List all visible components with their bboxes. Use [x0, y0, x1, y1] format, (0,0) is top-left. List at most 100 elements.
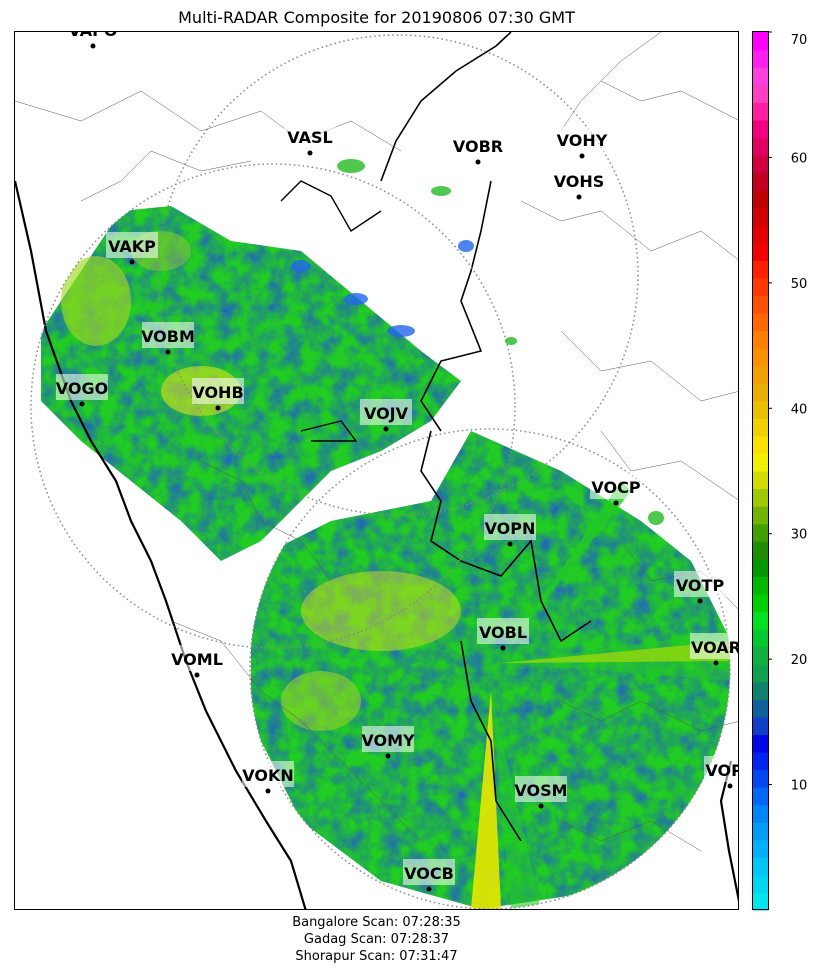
colorbar-band	[753, 190, 768, 209]
scan-info: Bangalore Scan: 07:28:35 Gadag Scan: 07:…	[14, 914, 739, 965]
colorbar-band	[753, 67, 768, 86]
station-label: VAKP	[108, 237, 156, 256]
station-label-halo	[142, 322, 194, 348]
station-marker	[90, 43, 96, 49]
station-label: VOTP	[676, 576, 725, 595]
colorbar-band	[753, 664, 768, 683]
colorbar-band	[753, 295, 768, 314]
station-label-halo	[362, 726, 414, 752]
station-label-halo	[56, 374, 108, 400]
station-marker	[383, 426, 389, 432]
colorbar-band	[753, 453, 768, 472]
colorbar-band	[753, 418, 768, 437]
station-label: VOHY	[557, 131, 608, 150]
colorbar-band	[753, 312, 768, 332]
colorbar-band	[753, 734, 768, 753]
station-marker	[215, 405, 221, 411]
station-vobr: VOBR	[452, 132, 504, 165]
colorbar-band	[753, 523, 768, 542]
station-voar: VOAR	[690, 633, 739, 666]
colorbar-band	[753, 558, 768, 577]
colorbar-band	[753, 699, 768, 718]
station-marker	[426, 886, 432, 892]
colorbar-band	[753, 611, 768, 630]
station-label: VOCP	[591, 478, 640, 497]
station-label-halo	[360, 399, 412, 425]
station-marker	[713, 660, 719, 666]
station-label: VOBM	[141, 327, 195, 346]
station-marker	[538, 803, 544, 809]
station-marker	[576, 194, 582, 200]
colorbar-band	[753, 119, 768, 138]
station-label: VOJV	[364, 404, 409, 423]
colorbar-band	[753, 629, 768, 648]
station-label: VOCB	[404, 864, 454, 883]
colorbar-band	[753, 769, 768, 788]
station-label: VAPO	[68, 32, 117, 40]
range-rings	[30, 34, 731, 909]
station-label: VOPC	[705, 761, 739, 780]
station-marker	[265, 788, 271, 794]
colorbar-band	[753, 751, 768, 771]
colorbar-band	[753, 49, 768, 68]
station-label-halo	[674, 571, 726, 597]
station-marker	[307, 150, 313, 156]
station-vohb: VOHB	[192, 378, 244, 411]
station-marker	[129, 259, 135, 265]
colorbar-band	[753, 102, 768, 121]
station-label: VOKN	[242, 766, 294, 785]
station-vakp: VAKP	[106, 232, 158, 265]
colorbar-band	[753, 488, 768, 507]
colorbar-band	[753, 716, 768, 735]
station-vopn: VOPN	[484, 514, 536, 547]
colorbar-band	[753, 32, 768, 51]
stations-layer: VAPO VASL VOBR VOHY VOHS VAKP VOBM VOGO VOHB VOJV…	[56, 32, 739, 892]
colorbar-canvas: 10 20 30 40 50 60 70	[752, 31, 808, 911]
station-vogo: VOGO	[56, 374, 108, 407]
colorbar-band	[753, 277, 768, 296]
station-vomy: VOMY	[361, 726, 415, 759]
station-label-halo	[553, 167, 605, 193]
station-label-halo	[556, 126, 608, 152]
station-label-halo	[106, 232, 158, 258]
colorbar-band	[753, 172, 768, 191]
station-label: VOPN	[485, 519, 536, 538]
station-label-halo	[284, 123, 336, 149]
reflectivity-field	[41, 159, 730, 909]
radar-map: VAPO VASL VOBR VOHY VOHS VAKP VOBM VOGO VOHB VOJV…	[14, 31, 739, 910]
range-ring-shorapur	[157, 34, 639, 516]
range-ring-gadag	[30, 163, 516, 649]
station-label-halo	[192, 378, 244, 404]
scan-info-gadag: Gadag Scan: 07:28:37	[303, 932, 450, 947]
station-label: VOSM	[514, 781, 567, 800]
radar-map-canvas: VAPO VASL VOBR VOHY VOHS VAKP VOBM VOGO VOHB VOJV…	[15, 32, 739, 909]
station-marker	[194, 672, 200, 678]
station-label-halo	[242, 761, 294, 787]
colorbar-band	[753, 593, 768, 613]
station-marker	[79, 401, 85, 407]
station-voml: VOML	[171, 645, 223, 678]
colorbar-tick-label: 10	[791, 779, 808, 794]
range-ring-bangalore	[249, 428, 731, 909]
colorbar-band	[753, 435, 768, 455]
station-label: VOAR	[691, 638, 739, 657]
station-marker	[507, 541, 513, 547]
station-label-halo	[477, 618, 529, 644]
colorbar-band	[753, 857, 768, 876]
station-label: VOHB	[192, 383, 243, 402]
station-vohs: VOHS	[553, 167, 605, 200]
colorbar-tick-label: 50	[791, 277, 808, 292]
colorbar-band	[753, 787, 768, 806]
station-vocp: VOCP	[590, 473, 642, 506]
chart-title: Multi-RADAR Composite for 20190806 07:30…	[178, 8, 575, 27]
station-label-halo	[690, 633, 738, 659]
station-label-halo	[171, 645, 223, 671]
colorbar-band	[753, 874, 768, 894]
colorbar-band	[753, 383, 768, 402]
station-label-halo	[403, 859, 455, 885]
colorbar-tick-label: 40	[791, 402, 808, 417]
colorbar-band	[753, 242, 768, 261]
colorbar-tick-label: 30	[791, 528, 808, 543]
station-marker	[500, 645, 506, 651]
station-marker	[385, 753, 391, 759]
